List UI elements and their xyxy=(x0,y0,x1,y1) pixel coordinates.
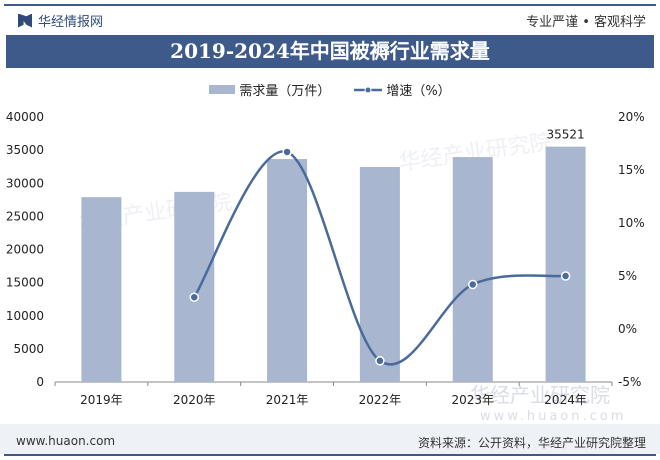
left-tick-label: 15000 xyxy=(6,276,44,290)
legend-bar-swatch xyxy=(209,85,236,94)
legend-line: 增速（%） xyxy=(354,80,451,99)
left-tick-label: 25000 xyxy=(6,209,44,223)
chart-area: 华经产业研究院华经产业研究院华经产业研究院www.huaon.com050001… xyxy=(6,110,645,424)
right-tick-label: 15% xyxy=(618,163,645,177)
chart-title: 2019-2024年中国被褥行业需求量 xyxy=(6,35,654,68)
right-tick-label: 5% xyxy=(618,269,637,283)
data-label: 35521 xyxy=(546,128,584,142)
left-tick-label: 0 xyxy=(36,375,44,389)
legend-bar-label: 需求量（万件） xyxy=(239,84,331,99)
x-tick-label: 2022年 xyxy=(359,393,402,407)
left-tick-label: 20000 xyxy=(6,243,44,257)
growth-point xyxy=(375,356,385,366)
left-tick-label: 10000 xyxy=(6,309,44,323)
right-tick-label: 0% xyxy=(618,322,637,336)
logo-icon xyxy=(18,13,32,28)
watermark-text: 华经产业研究院 xyxy=(470,383,610,407)
growth-point xyxy=(282,147,292,157)
bar-2024年 xyxy=(545,146,586,382)
legend-line-label: 增速（%） xyxy=(386,84,451,99)
x-tick-label: 2020年 xyxy=(173,393,216,407)
brand-name: 华经情报网 xyxy=(38,15,104,30)
bottom-rule xyxy=(4,454,656,456)
footer-source: 资料来源：公开资料，华经产业研究院整理 xyxy=(417,436,646,450)
footer-band xyxy=(0,424,660,454)
x-tick-label: 2023年 xyxy=(451,393,494,407)
legend-bar: 需求量（万件） xyxy=(209,80,330,99)
growth-point xyxy=(468,279,478,290)
left-tick-label: 35000 xyxy=(6,143,44,157)
growth-point xyxy=(560,271,571,281)
growth-line xyxy=(193,150,566,366)
watermark-url: www.huaon.com xyxy=(480,409,626,424)
slogan: 专业严谨 • 客观科学 xyxy=(526,15,646,30)
footer-website: www.huaon.com xyxy=(16,434,116,448)
left-tick-label: 30000 xyxy=(6,176,44,190)
legend: 需求量（万件） 增速（%） xyxy=(0,80,660,99)
right-tick-label: -5% xyxy=(618,375,641,389)
brand: 华经情报网 xyxy=(18,11,103,30)
x-tick-label: 2021年 xyxy=(266,393,309,407)
bar-2022年 xyxy=(359,167,400,382)
left-tick-label: 40000 xyxy=(6,110,44,124)
bar-2019年 xyxy=(81,197,122,382)
left-tick-label: 5000 xyxy=(13,342,44,356)
legend-line-swatch xyxy=(354,86,383,93)
bar-2021年 xyxy=(267,159,308,382)
right-tick-label: 10% xyxy=(618,216,645,230)
right-tick-label: 20% xyxy=(618,110,645,124)
x-tick-label: 2024年 xyxy=(544,393,587,407)
bar-2023年 xyxy=(452,157,493,382)
bar-2020年 xyxy=(174,191,215,382)
top-rule xyxy=(4,4,656,6)
x-tick-label: 2019年 xyxy=(80,393,123,407)
growth-point xyxy=(189,292,199,302)
